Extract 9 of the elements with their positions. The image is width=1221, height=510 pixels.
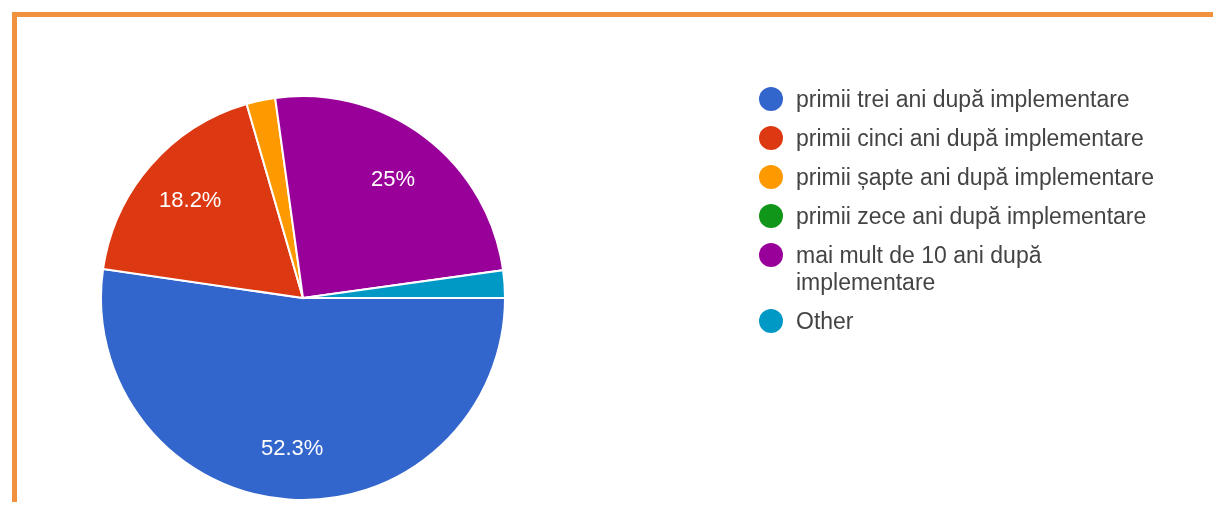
data-label: 18.2% [159, 187, 222, 213]
legend-label: primii șapte ani după implementare [796, 164, 1155, 191]
data-label: 52.3% [261, 434, 324, 460]
legend-label: primii cinci ani după implementare [796, 125, 1145, 152]
legend-label: primii trei ani după implementare [796, 86, 1131, 113]
legend-label: primii zece ani după implementare [796, 203, 1148, 230]
legend-label: Other [796, 308, 855, 335]
legend-label: mai mult de 10 ani după implementare [796, 242, 1043, 296]
data-label: 25% [371, 166, 416, 192]
